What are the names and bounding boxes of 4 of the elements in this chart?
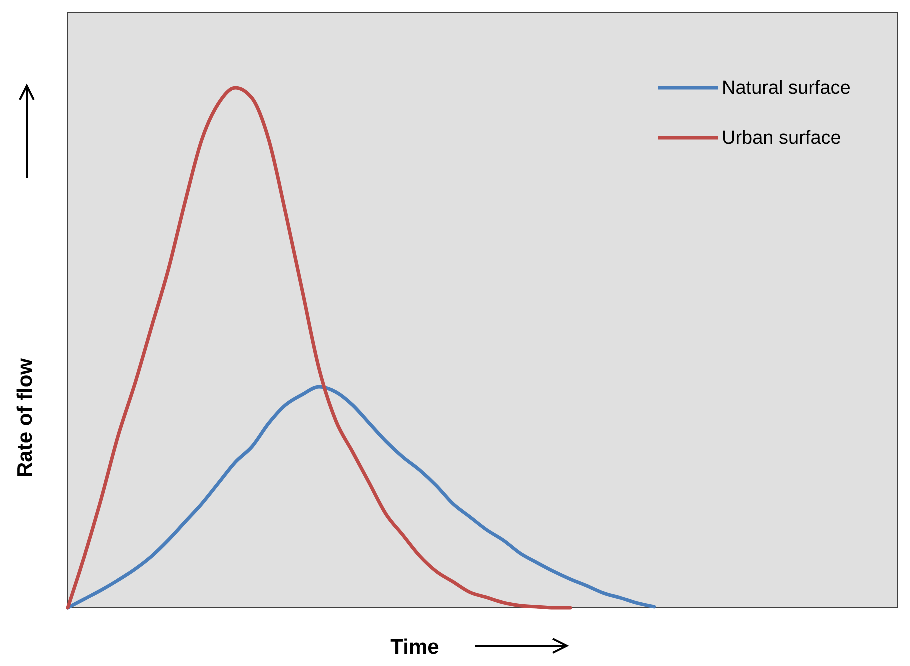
y-axis-title: Rate of flow: [14, 358, 37, 478]
legend-label: Urban surface: [722, 128, 842, 149]
x-axis-title: Time: [390, 636, 440, 659]
legend-label: Natural surface: [722, 78, 851, 99]
